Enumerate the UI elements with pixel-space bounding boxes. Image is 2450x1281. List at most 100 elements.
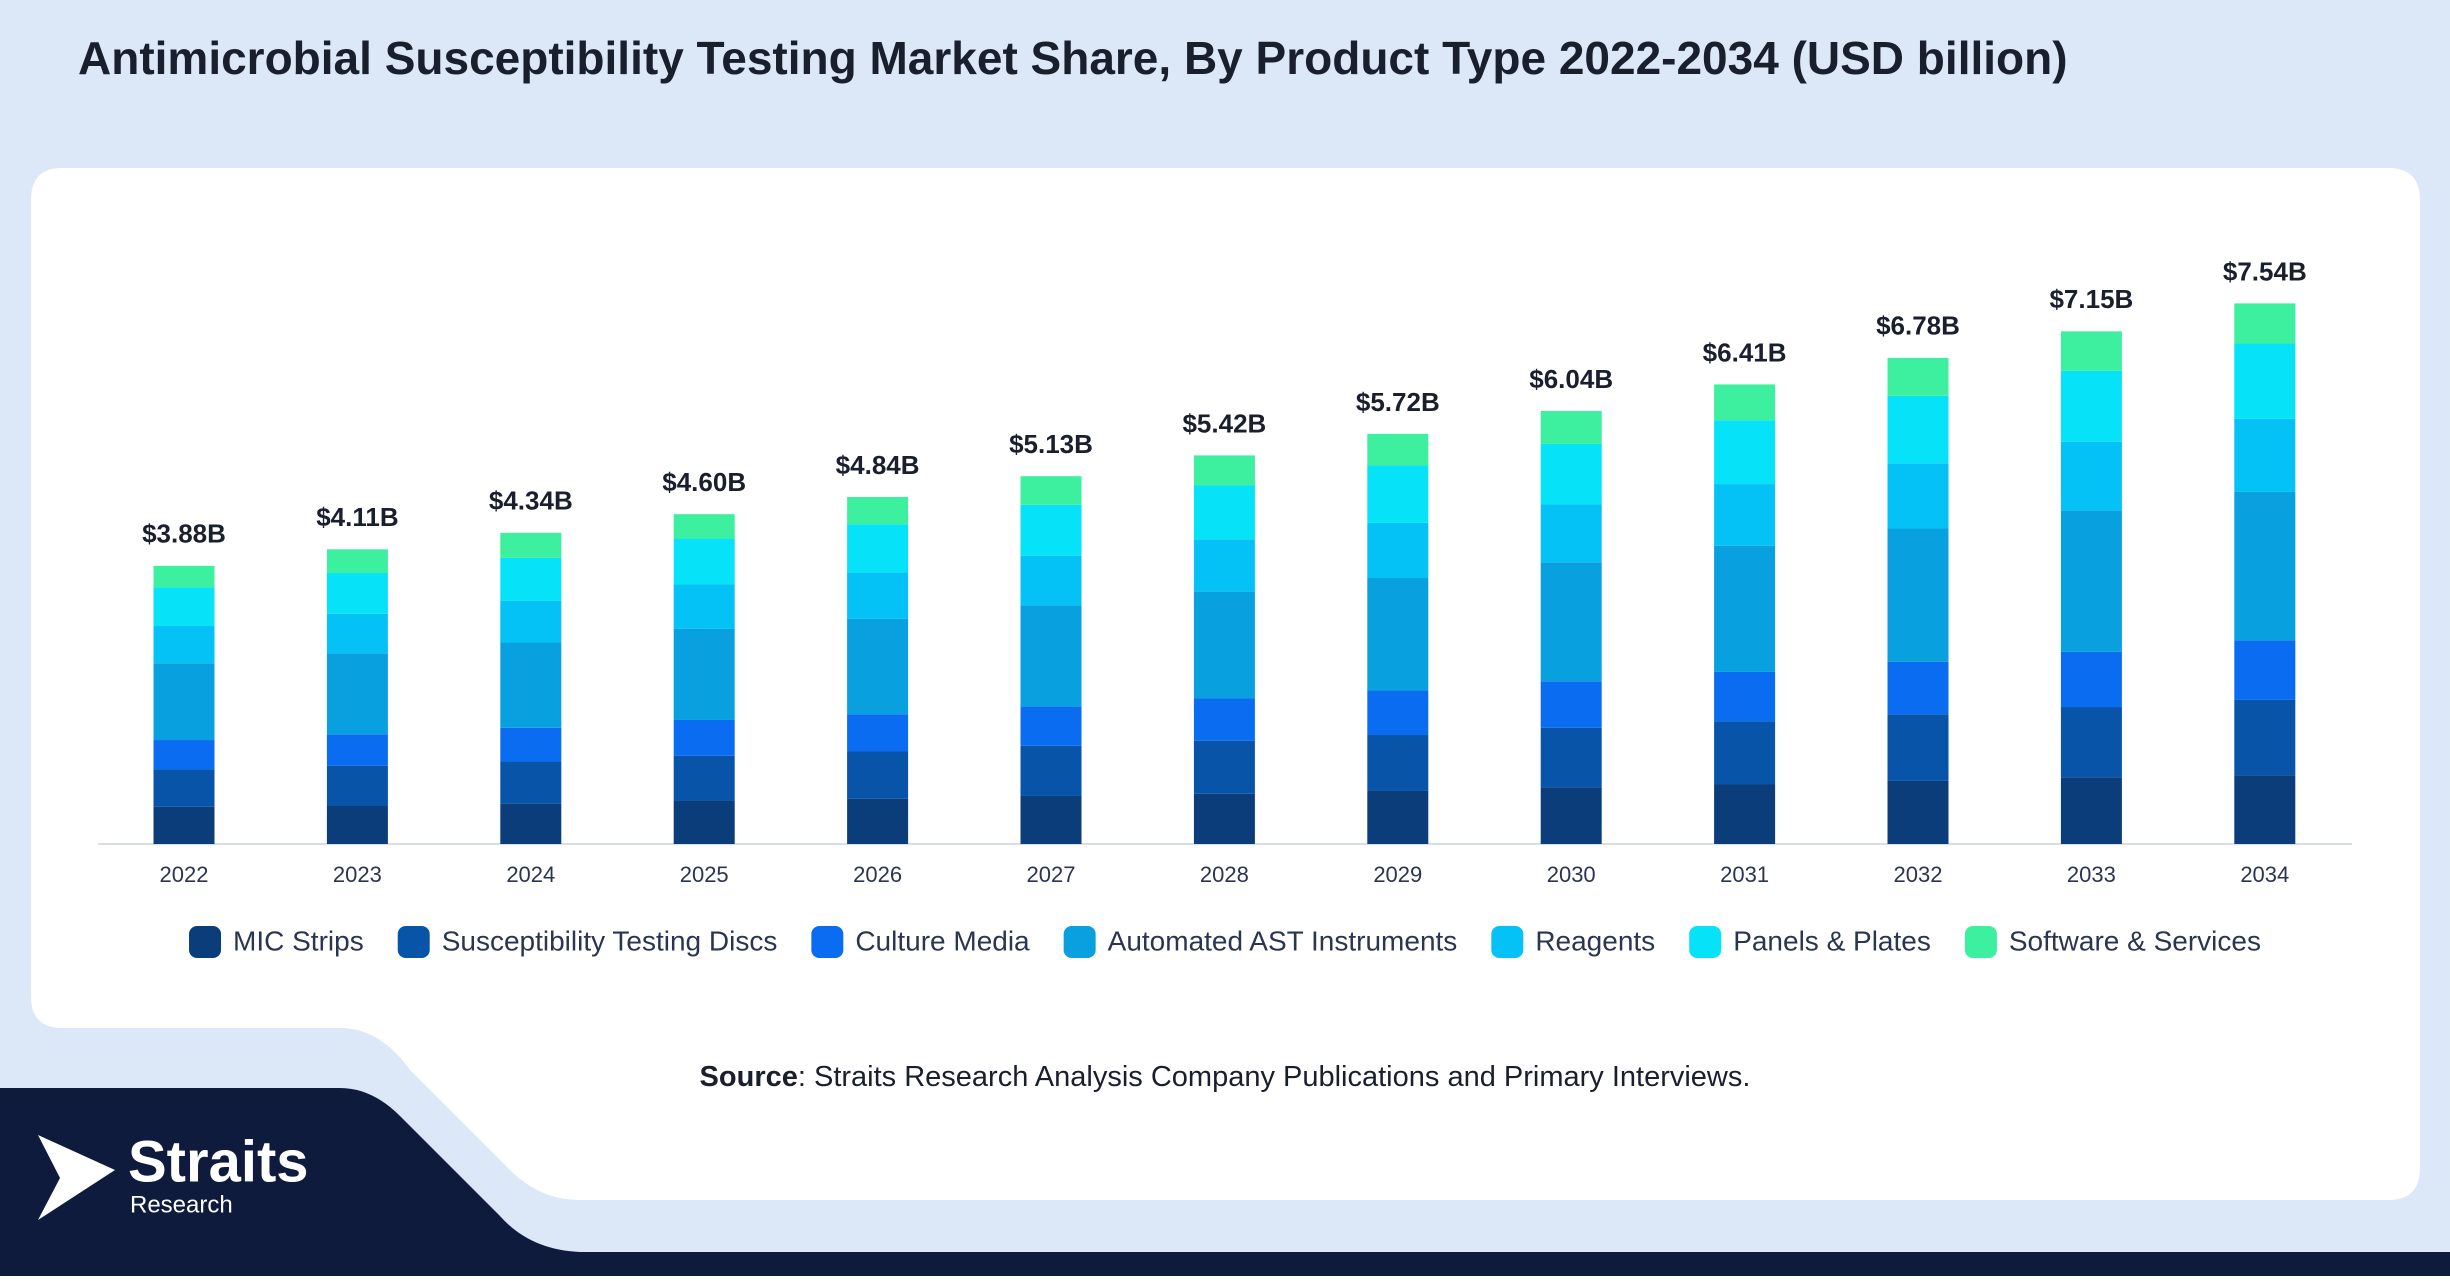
bar-segment [326,765,388,806]
bar-segment [153,587,215,627]
bar-segment [1887,463,1949,529]
total-label: $4.11B [316,502,398,532]
bar-segment [153,769,215,807]
bar-segment [1540,787,1602,844]
x-tick-label: 2025 [680,862,729,887]
bar-segment [1020,476,1082,505]
chart-title: Antimicrobial Susceptibility Testing Mar… [78,32,2068,84]
bar-segment [1193,455,1255,486]
bar-segment [673,719,735,756]
bar-segment [1367,465,1429,523]
total-label: $7.15B [2049,284,2133,314]
bar-segment [1193,740,1255,794]
bar-segment [847,572,909,619]
bar-segment [1193,591,1255,699]
bar-segment [1020,605,1082,707]
bar-segment [500,803,562,844]
bar-segment [2060,441,2122,511]
total-label: $4.34B [489,486,573,516]
x-tick-label: 2031 [1720,862,1769,887]
bar-segment [1887,357,1949,396]
bar-segment [847,798,909,844]
total-label: $5.42B [1182,408,1266,438]
bar-segment [326,734,388,766]
bar-segment [153,626,215,664]
bar-segment [500,642,562,728]
x-tick-label: 2033 [2067,862,2116,887]
bar-segment [1714,420,1776,485]
bar-segment [500,761,562,804]
bar-segment [1540,681,1602,728]
bar-segment [1887,780,1949,844]
legend-label: Reagents [1535,925,1655,956]
bar-segment [1887,661,1949,715]
logo-name: Straits [128,1129,309,1194]
legend-label: Automated AST Instruments [1108,925,1458,956]
legend-label: Susceptibility Testing Discs [442,925,778,956]
bar-segment [153,663,215,741]
x-tick-label: 2026 [853,862,902,887]
legend-swatch [1964,926,1997,958]
bar-segment [1887,395,1949,464]
logo-tagline: Research [130,1191,233,1218]
bar-segment [1367,735,1429,791]
bar-segment [1714,384,1776,421]
bar-segment [2234,640,2296,700]
bar-segment [1020,706,1082,746]
bar-segment [847,496,909,525]
bar-segment [1193,539,1255,592]
bar-segment [500,557,562,601]
x-tick-label: 2022 [160,862,209,887]
source-label: Source [700,1061,798,1093]
source-text: : Straits Research Analysis Company Publ… [798,1061,1751,1093]
legend-swatch [189,926,222,958]
bar-segment [2060,777,2122,844]
legend-swatch [397,926,430,958]
bar-segment [1020,504,1082,556]
x-tick-label: 2028 [1200,862,1249,887]
bar-segment [2234,775,2296,844]
bar-segment [1540,562,1602,682]
logo-mark [38,1135,115,1220]
x-tick-label: 2034 [2240,862,2289,887]
x-tick-label: 2030 [1547,862,1596,887]
legend-swatch [1063,926,1096,958]
bar-segment [673,800,735,844]
bar-segment [1367,690,1429,736]
total-label: $6.78B [1876,311,1960,341]
bar-segment [673,514,735,539]
bar-segment [326,549,388,573]
bar-segment [1193,793,1255,844]
legend-label: MIC Strips [233,925,364,956]
bar-segment [2060,651,2122,708]
bar-segment [847,714,909,752]
bar-segment [1193,485,1255,540]
total-label: $6.04B [1529,364,1613,394]
bar-segment [2234,418,2296,492]
bar-segment [1020,555,1082,606]
total-label: $4.84B [836,450,920,480]
bar-segment [1714,721,1776,785]
bar-segment [1020,795,1082,844]
bar-segment [673,628,735,720]
legend-label: Software & Services [2009,925,2261,956]
bar-segment [1714,545,1776,672]
footer-band [0,1088,2450,1276]
legend-label: Panels & Plates [1733,925,1931,956]
total-label: $6.41B [1703,337,1787,367]
bar-segment [1540,727,1602,788]
bar-segment [673,584,735,629]
legend-swatch [1689,926,1722,958]
bar-segment [500,727,562,762]
total-label: $7.54B [2223,256,2307,286]
bar-segment [153,806,215,844]
total-label: $5.13B [1009,429,1093,459]
x-tick-label: 2032 [1894,862,1943,887]
bar-segment [500,600,562,643]
bar-segment [673,538,735,585]
bar-segment [1714,671,1776,722]
bar-segment [673,755,735,801]
bar-segment [1887,528,1949,662]
